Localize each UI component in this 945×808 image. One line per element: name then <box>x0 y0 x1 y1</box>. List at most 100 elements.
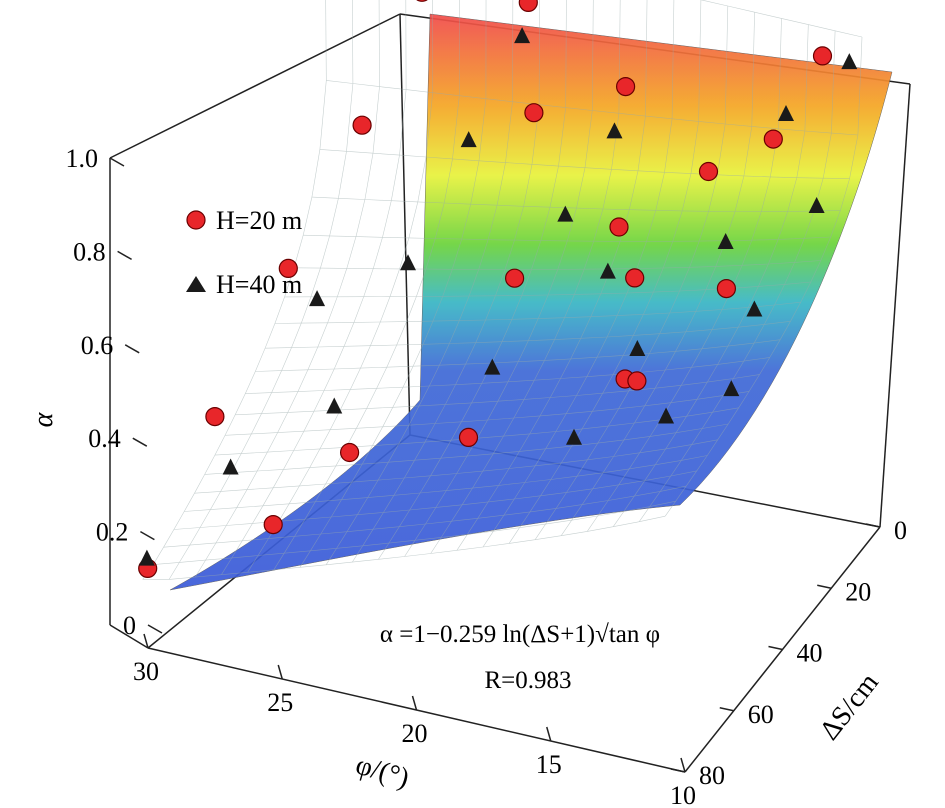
y-tick-mark <box>817 584 832 589</box>
z-tick-mark <box>147 624 163 634</box>
z-tick-mark <box>140 530 155 541</box>
y-tick-mark <box>865 523 881 528</box>
z-tick-label: 1.0 <box>66 144 99 173</box>
y-tick-label: 60 <box>748 700 774 729</box>
legend-label-h40: H=40 m <box>216 270 302 299</box>
point-h40 <box>514 27 531 44</box>
x-tick-mark <box>546 726 552 742</box>
mesh-line <box>560 12 755 536</box>
z-tick-label: 0.2 <box>96 518 129 547</box>
mesh-line <box>508 0 702 544</box>
mesh-line <box>586 18 782 532</box>
point-h40 <box>565 428 582 445</box>
z-tick-label: 0.4 <box>88 424 121 453</box>
r-value: R=0.983 <box>484 667 571 694</box>
x-tick-mark <box>680 757 686 773</box>
mesh-line <box>273 0 460 570</box>
x-tick-mark <box>277 664 283 680</box>
point-h40 <box>557 205 574 222</box>
mesh-line <box>638 30 836 522</box>
mesh-line <box>430 0 621 554</box>
y-tick-label: 80 <box>699 761 725 790</box>
point-h40 <box>399 254 416 271</box>
y-tick-mark <box>670 768 686 773</box>
y-tick-label: 0 <box>894 516 907 545</box>
point-h40 <box>841 53 858 70</box>
z-axis-title: α <box>28 411 59 427</box>
mesh-line <box>700 0 863 38</box>
mesh-line <box>247 0 434 573</box>
z-tick-label: 0 <box>123 611 136 640</box>
mesh-line <box>299 0 487 568</box>
point-h40 <box>222 458 239 475</box>
x-tick-label: 30 <box>133 657 159 686</box>
point-h40 <box>599 262 616 279</box>
legend-triangle-marker <box>186 276 206 292</box>
mesh-line <box>612 24 809 527</box>
mesh-line <box>352 0 540 563</box>
x-axis-title: φ/(°) <box>352 750 412 795</box>
y-tick-label: 20 <box>845 577 871 606</box>
x-tick-label: 10 <box>670 781 696 808</box>
point-h40 <box>309 290 326 307</box>
y-axis-title: ΔS/cm <box>814 667 885 746</box>
x-tick-label: 15 <box>536 750 562 779</box>
mesh-line <box>482 0 675 548</box>
z-tick-label: 0.6 <box>81 331 114 360</box>
point-h20 <box>716 279 737 299</box>
point-h20 <box>205 407 225 427</box>
point-h20 <box>263 514 283 535</box>
legend: H=20 m H=40 m <box>186 206 302 299</box>
legend-circle-marker <box>186 210 206 230</box>
point-h40 <box>484 358 501 375</box>
fit-equation: α =1−0.259 ln(ΔS+1)√tan φ <box>380 621 660 648</box>
point-h40 <box>723 380 740 397</box>
mesh-line <box>378 0 567 560</box>
point-h20 <box>518 0 538 12</box>
x-tick-label: 20 <box>402 719 428 748</box>
data-points <box>138 0 858 579</box>
point-h20 <box>763 129 783 149</box>
mesh-line <box>664 36 863 517</box>
point-h40 <box>460 131 477 148</box>
mesh-line <box>456 0 648 551</box>
point-h20 <box>458 427 479 447</box>
point-h20 <box>278 258 298 278</box>
x-tick-mark <box>143 633 149 649</box>
mesh-line <box>221 0 407 575</box>
point-h40 <box>326 397 343 414</box>
point-h40 <box>777 105 794 122</box>
point-h40 <box>746 300 763 317</box>
point-h20 <box>609 217 629 237</box>
mesh-line <box>168 0 354 580</box>
point-h40 <box>658 407 675 424</box>
point-h40 <box>717 232 734 249</box>
z-tick-mark <box>117 250 132 261</box>
z-tick-mark <box>132 437 148 447</box>
point-h20 <box>698 161 719 182</box>
y-axis: 0 20 40 60 80 <box>670 516 907 790</box>
point-h40 <box>808 197 825 214</box>
point-h20 <box>625 268 645 288</box>
point-h20 <box>504 268 525 288</box>
y-tick-label: 40 <box>797 639 823 668</box>
point-h20 <box>627 371 647 391</box>
fitted-surface <box>142 0 893 591</box>
z-tick-mark <box>109 157 125 167</box>
mesh-line <box>404 0 594 557</box>
mesh-line <box>142 0 327 580</box>
x-tick-mark <box>411 695 418 711</box>
point-h40 <box>606 122 623 139</box>
surface-mesh <box>142 0 863 580</box>
point-h20 <box>416 0 428 2</box>
mesh-line <box>325 0 514 565</box>
z-tick-label: 0.8 <box>73 237 106 266</box>
legend-label-h20: H=20 m <box>216 206 302 235</box>
point-h40 <box>629 340 646 356</box>
point-h40 <box>138 549 155 566</box>
x-tick-label: 25 <box>267 688 293 717</box>
point-h20 <box>340 442 360 463</box>
z-axis: 0 0.2 0.4 0.6 0.8 1.0 <box>66 144 163 640</box>
y-tick-mark <box>719 707 734 712</box>
